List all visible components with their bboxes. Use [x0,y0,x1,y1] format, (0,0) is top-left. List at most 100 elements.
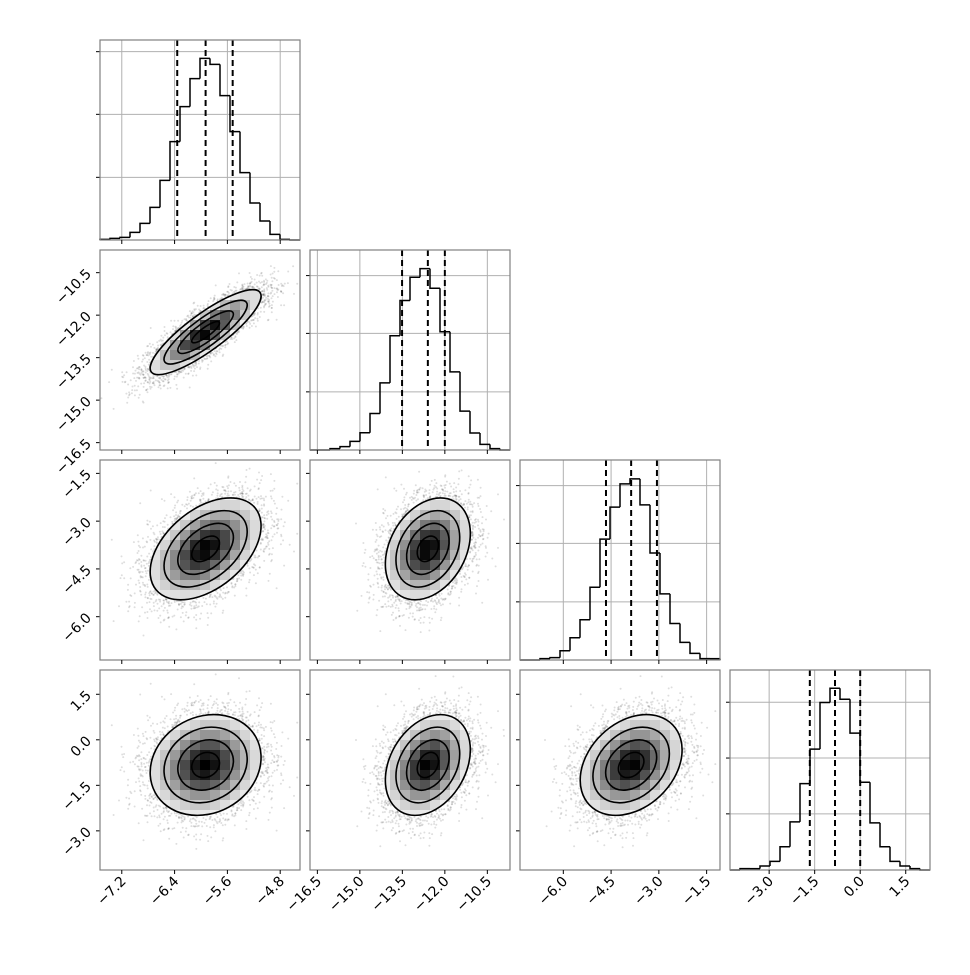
scatter-point [249,323,251,325]
scatter-point [239,481,241,483]
scatter-point [242,493,244,495]
scatter-point [412,831,414,833]
scatter-point [249,327,251,329]
scatter-point [209,604,211,606]
histogram-bin [180,107,190,142]
scatter-point [377,566,379,568]
scatter-point [369,556,371,558]
scatter-point [212,704,214,706]
scatter-point [147,391,149,393]
scatter-point [174,707,176,709]
scatter-point [271,759,273,761]
scatter-point [456,581,458,583]
scatter-point [403,614,405,616]
scatter-point [375,522,377,524]
scatter-point [472,766,474,768]
scatter-point [163,818,165,820]
scatter-point [142,547,144,549]
scatter-point [144,742,146,744]
scatter-point [464,507,466,509]
scatter-point [289,544,291,546]
scatter-point [479,508,481,510]
scatter-point [280,543,282,545]
scatter-point [121,574,123,576]
scatter-point [158,805,160,807]
scatter-point [224,593,226,595]
scatter-point [122,756,124,758]
density-cell [250,750,260,760]
scatter-point [233,701,235,703]
scatter-point [417,498,419,500]
scatter-point [145,766,147,768]
scatter-point [391,819,393,821]
scatter-point [258,488,260,490]
scatter-point [164,727,166,729]
scatter-point [146,354,148,356]
scatter-point [455,495,457,497]
density-cell [220,530,230,540]
scatter-point [388,605,390,607]
scatter-point [167,380,169,382]
scatter-point [381,590,383,592]
scatter-point [148,553,150,555]
scatter-point [444,490,446,492]
scatter-point [443,808,445,810]
histogram-panel [96,40,300,244]
histogram-bin [220,64,230,95]
scatter-point [296,483,298,485]
density-cell [460,740,470,750]
scatter-point [377,583,379,585]
scatter-point [164,607,166,609]
scatter-point [270,292,272,294]
scatter-point [364,782,366,784]
scatter-point [164,816,166,818]
scatter-point [256,782,258,784]
scatter-point [123,577,125,579]
scatter-point [270,265,272,267]
scatter-point [192,711,194,713]
density-cell [190,790,200,800]
scatter-point [177,320,179,322]
scatter-point [482,543,484,545]
scatter-point [282,779,284,781]
scatter-point [168,601,170,603]
scatter-point [418,619,420,621]
scatter-point [138,397,140,399]
density-cell [220,320,230,330]
scatter-point [266,287,268,289]
scatter-point [392,741,394,743]
scatter-point [158,617,160,619]
scatter-point [152,525,154,527]
x-tick-label: −5.6 [200,873,235,908]
scatter-point [171,602,173,604]
scatter-point [175,843,177,845]
scatter-point [447,593,449,595]
scatter-point [477,735,479,737]
scatter-point [135,370,137,372]
scatter-point [472,571,474,573]
scatter-point [127,784,129,786]
scatter-point [134,385,136,387]
density-cell [430,720,440,730]
scatter-point [283,565,285,567]
scatter-point [381,524,383,526]
scatter-point [243,713,245,715]
scatter-point [412,612,414,614]
density-cell [390,770,400,780]
density-cell [440,570,450,580]
scatter-point [200,833,202,835]
scatter-point [222,486,224,488]
scatter-point [138,620,140,622]
scatter-point [428,492,430,494]
scatter-point [475,781,477,783]
scatter-point [270,495,272,497]
scatter-point [487,795,489,797]
scatter-point [441,485,443,487]
scatter-point [261,301,263,303]
scatter-point [251,566,253,568]
scatter-point [168,810,170,812]
scatter-point [278,755,280,757]
scatter-point [385,734,387,736]
scatter-point [465,809,467,811]
scatter-point [147,381,149,383]
